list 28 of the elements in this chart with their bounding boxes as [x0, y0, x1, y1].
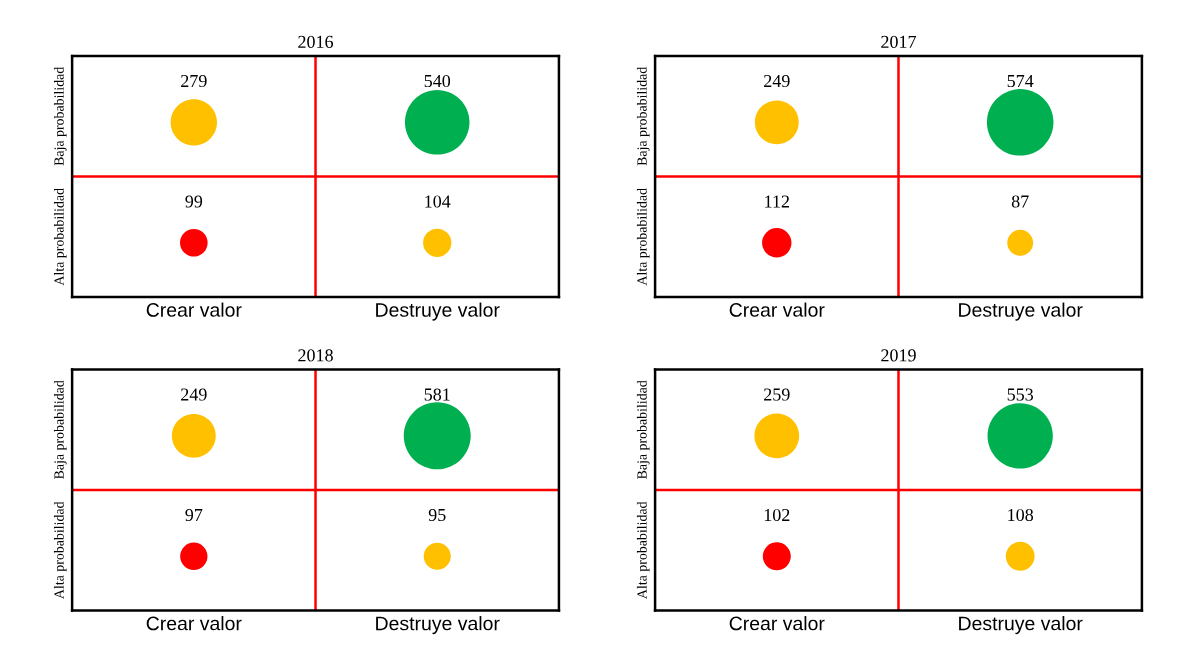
chart-title: 2017: [881, 35, 917, 48]
data-label: 259: [764, 388, 790, 401]
x-tick-label: Destruye valor: [376, 616, 500, 635]
x-tick-label: Crear valor: [729, 616, 825, 631]
data-label: 279: [181, 74, 207, 88]
chart-title: 2016: [298, 35, 334, 48]
x-tick-label: Destruye valor: [959, 302, 1083, 321]
data-label: 97: [185, 508, 203, 522]
x-tick-label: Crear valor: [146, 302, 242, 317]
data-label: 581: [424, 388, 450, 401]
x-tick-label: Crear valor: [146, 616, 242, 631]
data-label: 87: [1011, 195, 1029, 208]
chart-title: 2019: [881, 349, 916, 362]
x-tick-label: Destruye valor: [959, 616, 1083, 635]
data-label: 102: [764, 508, 790, 522]
data-label: 540: [424, 74, 451, 88]
data-label: 95: [428, 508, 446, 522]
chart-title: 2018: [298, 349, 333, 362]
data-label: 553: [1007, 388, 1034, 401]
data-label: 112: [765, 195, 789, 208]
data-label: 108: [1008, 508, 1034, 522]
data-label: 249: [181, 388, 207, 401]
x-tick-label: Crear valor: [729, 302, 825, 317]
data-label: 249: [764, 74, 790, 88]
data-label: 104: [425, 195, 451, 208]
x-tick-label: Destruye valor: [376, 302, 500, 321]
data-label: 99: [185, 195, 203, 208]
data-label: 574: [1007, 75, 1034, 88]
